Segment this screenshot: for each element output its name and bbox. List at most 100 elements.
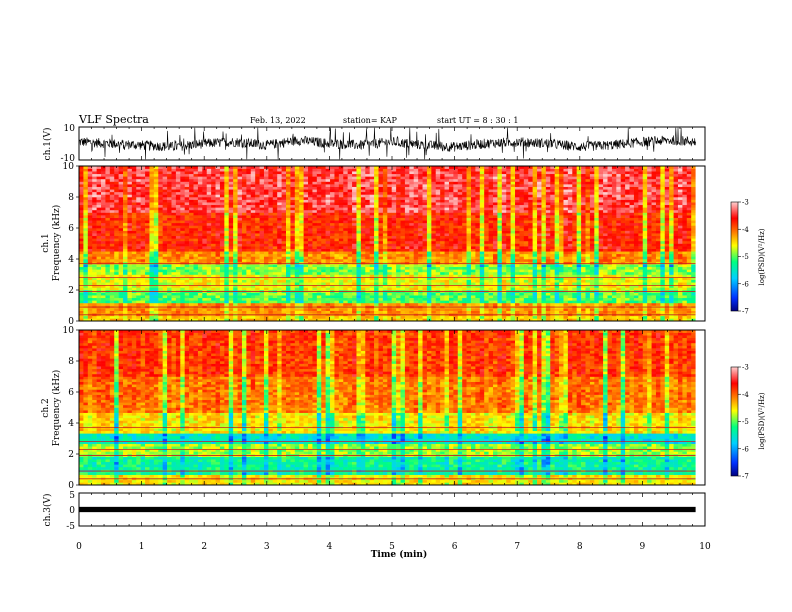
spectrogram-cell [387,295,393,299]
spectrogram-cell [180,225,185,229]
spectrogram-cell [215,166,221,169]
spectrogram-cell [219,199,225,203]
spectrogram-cell [96,295,102,299]
spectrogram-cell [334,308,340,311]
spectrogram-cell [158,251,163,255]
spectrogram-cell [246,269,252,273]
spectrogram-cell [338,207,344,211]
spectrogram-cell [193,166,199,169]
spectrogram-cell [145,176,150,180]
spectrogram-cell [167,207,172,211]
spectrogram-cell [140,222,146,226]
spectrogram-cell [294,173,300,177]
spectrogram-cell [202,271,208,275]
spectrogram-cell [250,181,256,185]
spectrogram-cell [426,287,432,291]
spectrogram-cell [409,181,415,185]
spectrogram-cell [114,209,119,213]
spectrogram-cell [286,261,291,265]
spectrogram-cell [171,279,177,283]
spectrogram-cell [219,251,225,255]
spectrogram-cell [299,300,304,304]
spectrogram-cell [259,212,265,216]
spectrogram-cell [308,266,313,270]
spectrogram-cell [413,194,419,198]
spectrogram-cell [96,274,102,278]
spectrogram-cell [321,235,326,239]
spectrogram-cell [281,282,287,286]
spectrogram-cell [228,209,234,213]
spectrogram-cell [219,264,225,268]
spectrogram-cell [131,256,137,260]
spectrogram-cell [374,315,379,319]
spectrogram-cell [281,310,287,314]
spectrogram-cell [171,233,177,237]
spectrogram-cell [268,269,274,273]
spectrogram-cell [426,264,432,268]
spectrogram-cell [259,279,265,283]
spectrogram-cell [206,310,212,314]
spectrogram-cell [202,178,208,182]
spectrogram-cell [233,222,238,226]
spectrogram-cell [325,184,331,187]
spectrogram-cell [356,253,362,257]
spectrogram-cell [365,256,370,260]
spectrogram-cell [171,310,177,314]
spectrogram-cell [431,178,437,182]
spectrogram-cell [193,318,199,322]
spectrogram-cell [87,302,93,306]
spectrogram-cell [140,230,146,234]
spectrogram-cell [224,181,230,185]
spectrogram-cell [316,189,322,193]
spectrogram-cell [387,189,393,193]
spectrogram-cell [400,176,406,180]
spectrogram-cell [391,209,397,213]
spectrogram-cell [92,217,97,221]
spectrogram-cell [140,287,146,291]
spectrogram-cell [241,253,247,257]
spectrogram-cell [109,295,115,299]
spectrogram-cell [391,186,397,190]
spectrogram-cell [127,297,133,301]
spectrogram-cell [396,277,401,280]
spectrogram-cell [413,181,419,185]
spectrogram-cell [387,202,393,206]
spectrogram-cell [211,228,216,231]
spectrogram-cell [422,194,428,198]
spectrogram-cell [92,248,97,252]
spectrogram-cell [228,168,234,172]
spectrogram-cell [167,308,172,311]
spectrogram-cell [101,300,106,304]
spectrogram-cell [422,217,428,221]
spectrogram-cell [136,246,141,249]
spectrogram-cell [145,194,150,198]
spectrogram-cell [369,189,375,193]
spectrogram-cell [79,259,84,262]
spectrogram-cell [114,202,119,206]
spectrogram-cell [334,233,340,237]
spectrogram-cell [387,261,393,265]
spectrogram-cell [215,310,221,314]
spectrogram-cell [343,266,348,270]
spectrogram-cell [334,279,340,283]
spectrogram-cell [233,212,238,216]
spectrogram-cell [352,246,357,249]
spectrogram-cell [321,264,326,268]
spectrogram-cell [189,212,194,216]
spectrogram-cell [105,166,111,169]
spectrogram-cell [404,251,410,255]
spectrogram-cell [356,310,362,314]
spectrogram-cell [294,295,300,299]
spectrogram-cell [237,243,243,247]
spectrogram-cell [378,318,384,322]
spectrogram-cell [211,194,216,198]
spectrogram-cell [277,212,282,216]
spectrogram-cell [87,176,93,180]
spectrogram-cell [193,292,199,296]
spectrogram-cell [92,212,97,216]
spectrogram-cell [149,261,155,265]
spectrogram-cell [202,209,208,213]
spectrogram-cell [272,233,278,237]
spectrogram-cell [189,222,194,226]
spectrogram-cell [109,282,115,286]
